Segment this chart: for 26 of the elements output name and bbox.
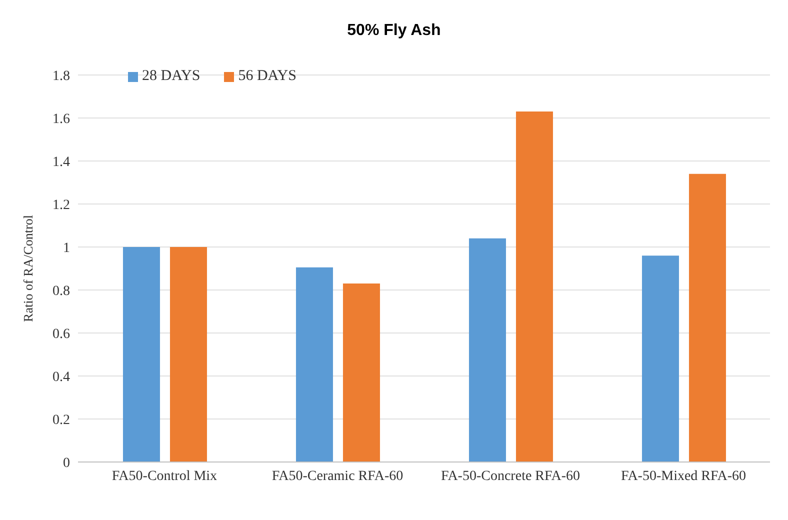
x-tick-label: FA-50-Mixed RFA-60 (620, 468, 746, 484)
x-tick-label: FA-50-Concrete RFA-60 (440, 468, 580, 484)
bar (516, 112, 553, 462)
legend-label: 56 DAYS (238, 68, 296, 84)
x-tick-label: FA50-Control Mix (112, 468, 218, 484)
chart-title: 50% Fly Ash (346, 21, 442, 41)
bar (642, 256, 679, 462)
y-tick-label: 1.4 (52, 154, 70, 170)
bar (122, 247, 160, 462)
bar (468, 238, 506, 462)
y-axis-title: Ratio of RA/Control (20, 214, 36, 322)
legend-label: 28 DAYS (142, 68, 200, 84)
bar (170, 247, 207, 462)
y-tick-label: 1 (63, 240, 70, 256)
bar (688, 174, 726, 462)
y-tick-label: 0.2 (52, 412, 70, 428)
y-tick-label: 1.8 (52, 68, 70, 84)
y-tick-label: 1.2 (52, 198, 70, 213)
y-tick-label: 0.4 (52, 370, 70, 385)
x-tick-label: FA50-Ceramic RFA-60 (272, 468, 404, 484)
y-tick-label: 0.6 (52, 326, 70, 342)
bar (296, 267, 333, 462)
y-tick-label: 0 (63, 456, 70, 471)
bar (342, 284, 380, 462)
y-tick-label: 0.8 (52, 284, 70, 299)
y-tick-label: 1.6 (52, 112, 70, 127)
